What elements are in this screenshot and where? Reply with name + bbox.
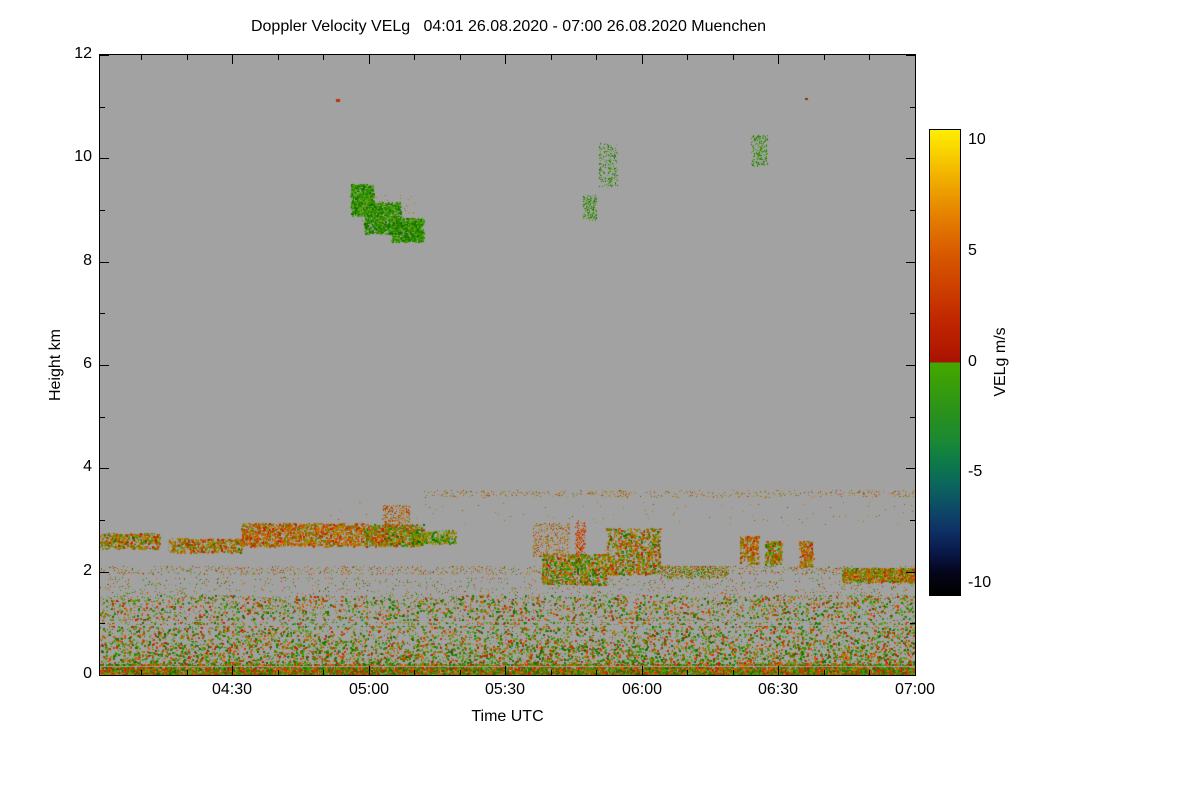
x-tick-label: 04:30: [211, 681, 253, 698]
colorbar-gradient: [930, 130, 960, 595]
plot-canvas: [100, 55, 915, 675]
colorbar: [929, 129, 961, 596]
x-tick-label: 05:00: [348, 681, 390, 698]
colorbar-tick-label: 10: [968, 131, 986, 148]
y-tick-label: 10: [74, 148, 92, 165]
chart-title: Doppler Velocity VELg 04:01 26.08.2020 -…: [250, 18, 767, 35]
x-tick-label: 05:30: [484, 681, 526, 698]
colorbar-label: VELg m/s: [992, 327, 1009, 397]
y-tick-label: 4: [83, 458, 92, 475]
colorbar-tick-label: -10: [968, 574, 992, 591]
colorbar-tick-label: -5: [968, 463, 983, 480]
y-tick-label: 2: [83, 562, 92, 579]
colorbar-tick-label: 5: [968, 242, 977, 259]
x-tick-label: 06:30: [757, 681, 799, 698]
x-tick-label: 06:00: [621, 681, 663, 698]
x-axis-label: Time UTC: [471, 708, 544, 725]
y-tick-label: 12: [74, 45, 92, 62]
x-tick-label: 07:00: [894, 681, 936, 698]
plot-area: [99, 54, 916, 676]
y-tick-label: 8: [83, 252, 92, 269]
y-tick-label: 0: [83, 665, 92, 682]
y-axis-label: Height km: [47, 328, 64, 402]
